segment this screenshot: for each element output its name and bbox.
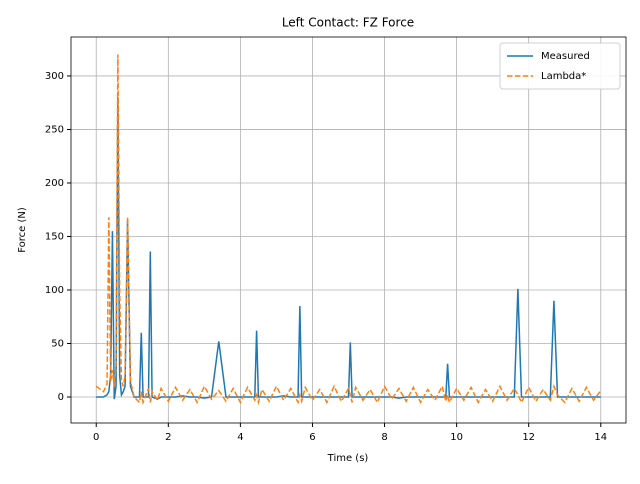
y-tick-label: 50 bbox=[51, 338, 64, 349]
y-tick-label: 0 bbox=[58, 392, 64, 403]
legend-label: Measured bbox=[541, 51, 590, 62]
chart-title: Left Contact: FZ Force bbox=[282, 16, 414, 30]
plot-frame bbox=[70, 36, 627, 424]
x-tick-label: 12 bbox=[522, 432, 535, 443]
x-tick-label: 2 bbox=[165, 432, 171, 443]
y-tick-label: 300 bbox=[45, 71, 64, 82]
y-tick-label: 200 bbox=[45, 178, 64, 189]
x-tick-label: 4 bbox=[237, 432, 243, 443]
legend-label: Lambda* bbox=[541, 71, 586, 82]
legend-box bbox=[499, 42, 621, 90]
y-tick-label: 150 bbox=[45, 231, 64, 242]
x-axis-label: Time (s) bbox=[327, 453, 369, 464]
y-axis-label: Force (N) bbox=[17, 207, 28, 253]
series-line bbox=[95, 54, 602, 406]
x-tick-label: 0 bbox=[93, 432, 99, 443]
y-tick-label: 100 bbox=[45, 285, 64, 296]
x-tick-label: 10 bbox=[450, 432, 463, 443]
x-tick-label: 8 bbox=[381, 432, 387, 443]
y-tick-label: 250 bbox=[45, 124, 64, 135]
series-line bbox=[96, 97, 601, 400]
x-tick-label: 6 bbox=[309, 432, 315, 443]
x-tick-label: 14 bbox=[594, 432, 607, 443]
